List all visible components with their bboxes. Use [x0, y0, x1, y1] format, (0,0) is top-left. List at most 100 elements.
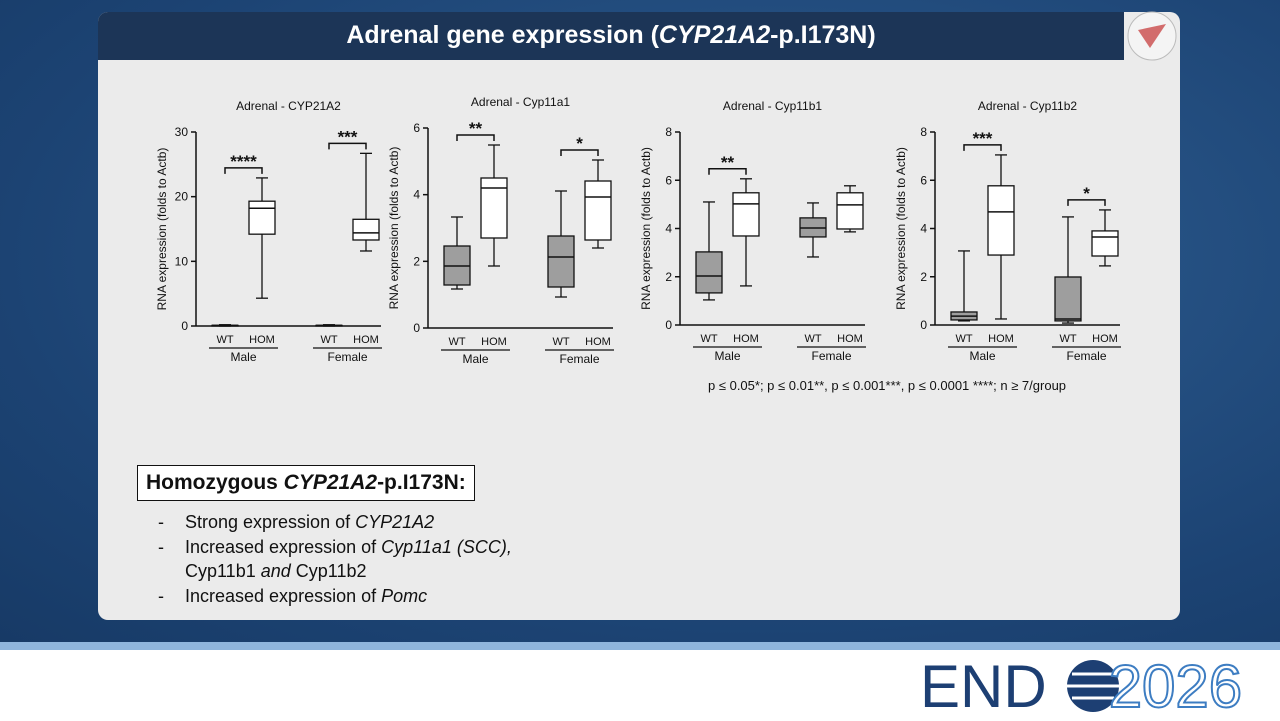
- x-tick-label: WT: [700, 333, 717, 345]
- bullet-part: Cyp11b1: [185, 561, 256, 581]
- bullets: Strong expression of CYP21A2Increased ex…: [158, 510, 512, 608]
- significance-label: *: [1083, 184, 1090, 203]
- bullet: Increased expression of Cyp11a1 (SCC), C…: [158, 535, 512, 584]
- significance-bracket: [1067, 199, 1106, 206]
- significance-bracket: [456, 134, 495, 141]
- x-tick-label: HOM: [353, 334, 379, 346]
- significance-bracket: [560, 149, 599, 156]
- emblem-mark: [1138, 24, 1166, 48]
- bullet-part: Increased expression of: [185, 585, 382, 606]
- y-tick-label: 6: [665, 173, 672, 187]
- y-tick-label: 10: [175, 254, 189, 268]
- significance-bracket: [708, 168, 747, 175]
- box: [547, 235, 575, 288]
- chart-title: Adrenal - Cyp11b1: [723, 99, 822, 113]
- y-axis-label: RNA expression (folds to Actb): [894, 147, 908, 310]
- group-label: Female: [327, 350, 367, 364]
- y-tick-label: 20: [175, 190, 189, 204]
- x-tick-label: WT: [320, 334, 337, 346]
- group-label: Male: [462, 352, 488, 366]
- box: [248, 200, 276, 235]
- y-tick-label: 4: [920, 222, 927, 236]
- significance-label: ****: [230, 152, 257, 171]
- slide-title: Adrenal gene expression (CYP21A2-p.I173N…: [98, 12, 1124, 60]
- x-tick-label: WT: [955, 333, 972, 345]
- y-tick-label: 30: [175, 125, 189, 139]
- y-axis-label: RNA expression (folds to Actb): [155, 148, 169, 311]
- bullet: Increased expression of Pomc: [158, 584, 512, 609]
- y-tick-label: 0: [181, 319, 188, 333]
- bullet-part: CYP21A2: [355, 512, 435, 532]
- x-tick-label: HOM: [988, 333, 1014, 345]
- box: [836, 192, 864, 230]
- y-axis-label: RNA expression (folds to Actb): [639, 147, 653, 310]
- y-tick-label: 2: [413, 254, 420, 268]
- chart-title: Adrenal - CYP21A2: [236, 99, 341, 113]
- x-tick-label: HOM: [481, 336, 507, 348]
- bullet-part: Increased expression of: [185, 536, 382, 557]
- significance-bracket: [224, 167, 263, 174]
- bullet: Strong expression of CYP21A2: [158, 510, 512, 535]
- x-tick-label: WT: [804, 333, 821, 345]
- significance-label: **: [469, 119, 483, 138]
- x-tick-label: HOM: [733, 333, 759, 345]
- y-tick-label: 8: [920, 125, 927, 139]
- box: [352, 218, 380, 241]
- bullet-part: Cyp11b2: [295, 561, 367, 581]
- box: [1091, 230, 1119, 257]
- significance-bracket: [963, 144, 1002, 151]
- globe-lines: [1067, 672, 1119, 700]
- box: [1054, 276, 1082, 322]
- logo: END 2026: [920, 652, 1243, 721]
- title-part: CYP21A2: [658, 21, 771, 49]
- y-tick-label: 4: [665, 222, 672, 236]
- chart-title: Adrenal - Cyp11a1: [471, 95, 570, 109]
- stripe: [0, 642, 1280, 650]
- logo-year: 2026: [1108, 652, 1243, 721]
- significance-label: *: [576, 134, 583, 153]
- y-tick-label: 6: [413, 121, 420, 135]
- box: [695, 251, 723, 294]
- heading-part: Homozygous: [146, 471, 284, 494]
- heading-part: -p.I173N:: [377, 471, 466, 494]
- x-tick-label: HOM: [585, 336, 611, 348]
- bullet-part: Cyp11a1 (SCC),: [381, 536, 512, 557]
- bullet-part: and: [255, 561, 296, 581]
- group-label: Male: [230, 350, 256, 364]
- significance-bracket: [328, 142, 367, 150]
- box: [584, 180, 612, 241]
- y-tick-label: 2: [665, 270, 672, 284]
- y-axis-label: RNA expression (folds to Actb): [387, 147, 401, 310]
- x-tick-label: WT: [1059, 333, 1076, 345]
- box: [987, 185, 1015, 256]
- x-tick-label: HOM: [249, 334, 275, 346]
- chart-title: Adrenal - Cyp11b2: [978, 99, 1077, 113]
- x-tick-label: HOM: [837, 333, 863, 345]
- y-tick-label: 0: [920, 318, 927, 332]
- summary-heading: Homozygous CYP21A2-p.I173N:: [137, 465, 475, 501]
- title-part: -p.I173N): [770, 21, 876, 49]
- significance-label: ***: [338, 127, 358, 146]
- y-tick-label: 2: [920, 270, 927, 284]
- box: [480, 177, 508, 239]
- x-tick-label: WT: [448, 336, 465, 348]
- x-tick-label: WT: [216, 334, 233, 346]
- group-label: Female: [1066, 349, 1106, 363]
- footnote: p ≤ 0.05*; p ≤ 0.01**, p ≤ 0.001***, p ≤…: [708, 378, 1067, 393]
- group-label: Male: [969, 349, 995, 363]
- group-label: Female: [559, 352, 599, 366]
- bullet-part: Strong expression of: [185, 512, 356, 532]
- logo-text: END: [920, 653, 1047, 720]
- group-label: Male: [714, 349, 740, 363]
- x-tick-label: WT: [552, 336, 569, 348]
- significance-label: ***: [973, 129, 993, 148]
- bullet-part: Pomc: [381, 585, 428, 606]
- x-tick-label: HOM: [1092, 333, 1118, 345]
- logo-globe: [1067, 660, 1119, 712]
- box: [732, 192, 760, 237]
- y-tick-label: 0: [665, 318, 672, 332]
- y-tick-label: 8: [665, 125, 672, 139]
- heading-part: CYP21A2: [283, 471, 378, 494]
